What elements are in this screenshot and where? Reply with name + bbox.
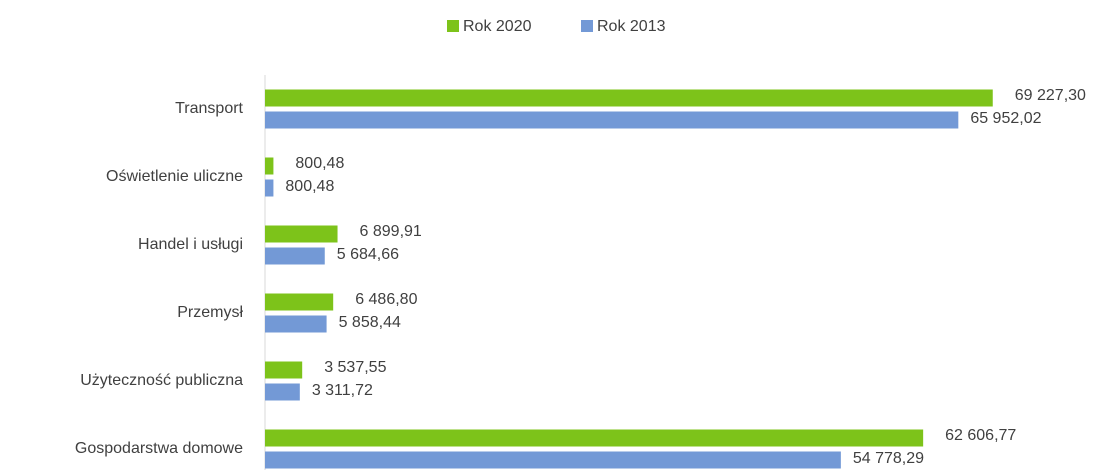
bar [265, 111, 959, 129]
bar [265, 157, 274, 175]
legend-label: Rok 2020 [463, 18, 532, 35]
bar [265, 179, 274, 197]
category-label: Handel i usługi [138, 236, 243, 253]
bar [265, 451, 841, 469]
bar [265, 293, 334, 311]
category-label: Przemysł [177, 304, 243, 321]
category-label: Gospodarstwa domowe [75, 440, 243, 457]
legend-swatch [581, 20, 593, 32]
value-label: 62 606,77 [945, 427, 1016, 444]
bar [265, 361, 303, 379]
bar [265, 89, 993, 107]
bar [265, 225, 338, 243]
value-label: 3 537,55 [324, 359, 386, 376]
legend-swatch [447, 20, 459, 32]
value-label: 800,48 [295, 155, 344, 172]
value-label: 54 778,29 [853, 450, 924, 467]
value-label: 69 227,30 [1015, 87, 1086, 104]
value-label: 5 858,44 [339, 314, 401, 331]
bar [265, 429, 924, 447]
category-label: Oświetlenie uliczne [106, 168, 243, 185]
value-label: 6 899,91 [360, 223, 422, 240]
value-label: 65 952,02 [970, 110, 1041, 127]
value-label: 6 486,80 [355, 291, 417, 308]
bar [265, 383, 300, 401]
value-label: 5 684,66 [337, 246, 399, 263]
legend-label: Rok 2013 [597, 18, 666, 35]
bar [265, 247, 325, 265]
bar [265, 315, 327, 333]
category-label: Transport [175, 100, 243, 117]
category-label: Użyteczność publiczna [80, 372, 243, 389]
value-label: 3 311,72 [312, 382, 373, 399]
value-label: 800,48 [285, 178, 334, 195]
